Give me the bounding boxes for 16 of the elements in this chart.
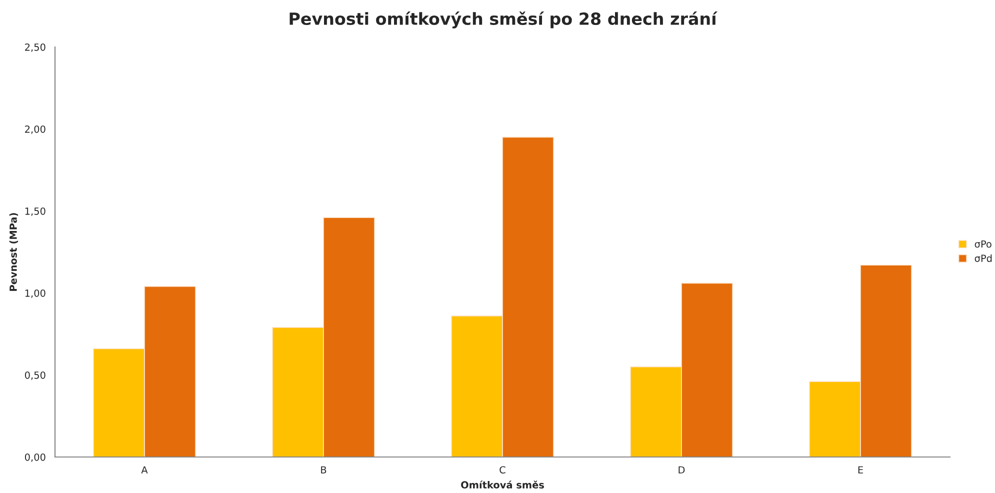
y-tick-label: 0,00 <box>24 453 46 462</box>
x-tick-label: D <box>678 466 685 474</box>
y-tick-label: 0,50 <box>24 371 46 380</box>
y-tick-label: 2,00 <box>25 125 46 134</box>
legend-label: σPd <box>974 254 992 262</box>
y-axis-title: Pevnost (MPa) <box>9 213 18 291</box>
x-tick-label: A <box>141 466 148 474</box>
x-axis-title: Omítková směs <box>461 480 544 489</box>
x-tick-label: B <box>321 466 326 474</box>
chart-title: Pevnosti omítkových směsí po 28 dnech zrání <box>290 11 718 28</box>
x-tick-label: C <box>500 466 506 474</box>
y-tick-label: 1,50 <box>25 207 46 216</box>
x-tick-label: E <box>858 466 863 474</box>
legend-label: σPo <box>974 240 992 248</box>
y-tick-label: 2,50 <box>25 43 46 52</box>
y-tick-label: 1,00 <box>25 289 46 298</box>
